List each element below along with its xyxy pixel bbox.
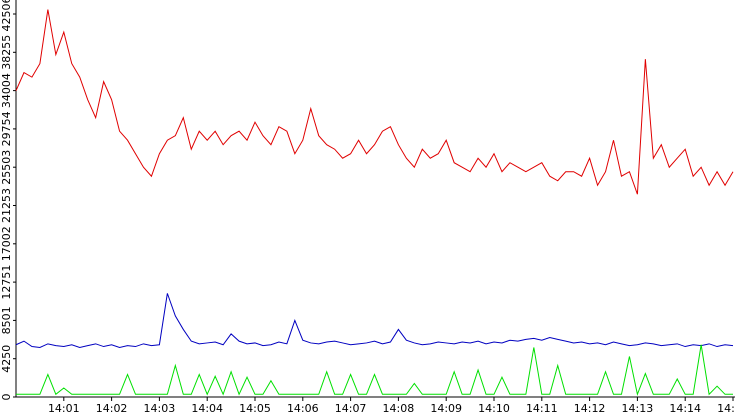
y-tick-label: 42506 — [0, 0, 13, 32]
y-tick-label: 21253 — [0, 188, 13, 223]
x-tick-label: 14:07 — [335, 402, 367, 415]
y-tick-label: 34004 — [0, 73, 13, 108]
series-line — [15, 9, 734, 195]
series-line — [16, 344, 733, 397]
y-tick-label: 0 — [0, 394, 13, 401]
x-tick-label: 14:01 — [48, 402, 80, 415]
y-tick-label: 12751 — [0, 265, 13, 300]
x-tick-label: 14:05 — [239, 402, 271, 415]
series-line — [15, 293, 734, 348]
x-tick-label: 14:08 — [383, 402, 415, 415]
x-tick-label: 14:09 — [430, 402, 462, 415]
x-tick-label: 14:10 — [478, 402, 510, 415]
x-tick-label: 14:02 — [96, 402, 128, 415]
x-tick-label: 14:14 — [669, 402, 701, 415]
x-tick-label: 14:06 — [287, 402, 319, 415]
y-tick-label: 17002 — [0, 226, 13, 261]
y-tick-label: 25503 — [0, 150, 13, 185]
y-tick-label: 4250 — [0, 345, 13, 373]
x-tick-label: 14:12 — [574, 402, 606, 415]
x-tick-label: 14:04 — [191, 402, 223, 415]
x-tick-label: 14:03 — [144, 402, 176, 415]
x-tick-label: 14:15 — [717, 402, 735, 415]
x-tick-label: 14:11 — [526, 402, 558, 415]
x-tick-label: 14:13 — [622, 402, 654, 415]
y-tick-label: 38255 — [0, 35, 13, 70]
y-tick-label: 8501 — [0, 306, 13, 334]
y-tick-label: 29754 — [0, 111, 13, 146]
